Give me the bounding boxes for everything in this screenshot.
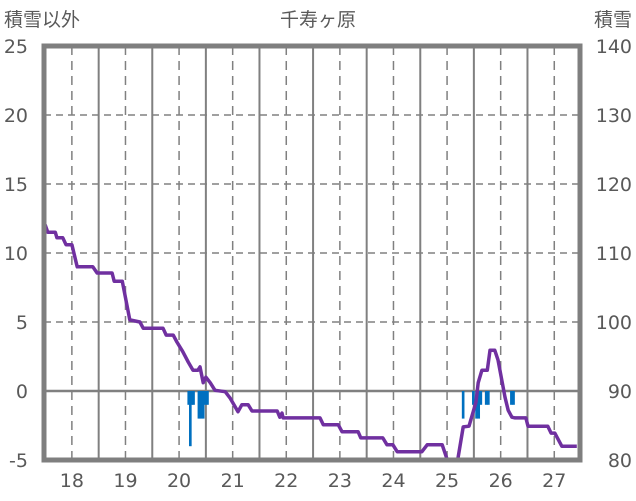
left-tick-label: 25: [4, 36, 28, 58]
left-axis-label: 積雪以外: [4, 9, 80, 31]
bar: [204, 391, 207, 405]
right-tick-label: 80: [608, 450, 632, 472]
tick-labels: 25 20 15 10 5 0 -5 140 130 120 110 100 90 80 18 19 20 21 2…: [4, 36, 632, 492]
snow-depth-series: [43, 224, 577, 462]
x-tick-label: 26: [489, 470, 513, 492]
bar-series: [187, 391, 515, 447]
bar: [477, 391, 481, 419]
left-tick-label: 5: [16, 312, 28, 334]
x-tick-label: 18: [60, 470, 84, 492]
bar: [201, 391, 205, 419]
right-tick-label: 100: [596, 312, 632, 334]
x-tick-label: 25: [435, 470, 459, 492]
x-tick-label: 24: [381, 470, 405, 492]
bar: [192, 391, 195, 405]
right-tick-label: 140: [596, 36, 632, 58]
x-tick-label: 19: [113, 470, 137, 492]
bar: [512, 391, 515, 405]
left-tick-label: -5: [9, 450, 28, 472]
left-tick-label: 10: [4, 243, 28, 265]
bar: [479, 391, 483, 405]
left-tick-label: 20: [4, 105, 28, 127]
x-tick-label: 22: [274, 470, 298, 492]
bar: [461, 391, 465, 419]
grid: [44, 46, 580, 460]
left-tick-label: 0: [16, 381, 28, 403]
bar: [472, 391, 475, 405]
right-tick-label: 120: [596, 174, 632, 196]
bar: [197, 391, 201, 419]
right-tick-label: 130: [596, 105, 632, 127]
bar: [206, 391, 209, 405]
x-tick-label: 20: [167, 470, 191, 492]
right-axis-label: 積雪: [594, 9, 632, 31]
right-tick-label: 110: [596, 243, 632, 265]
x-tick-label: 21: [221, 470, 245, 492]
bar: [189, 391, 192, 447]
chart-title: 千寿ヶ原: [280, 9, 356, 31]
bar: [510, 391, 513, 405]
x-tick-label: 27: [542, 470, 566, 492]
snow-depth-line: [43, 224, 577, 462]
bar: [187, 391, 191, 405]
bar: [199, 391, 203, 419]
x-tick-label: 23: [328, 470, 352, 492]
bar: [487, 391, 490, 405]
left-tick-label: 15: [4, 174, 28, 196]
bar: [190, 391, 194, 405]
right-tick-label: 90: [608, 381, 632, 403]
bar: [484, 391, 488, 405]
plot-frame: [41, 43, 583, 463]
